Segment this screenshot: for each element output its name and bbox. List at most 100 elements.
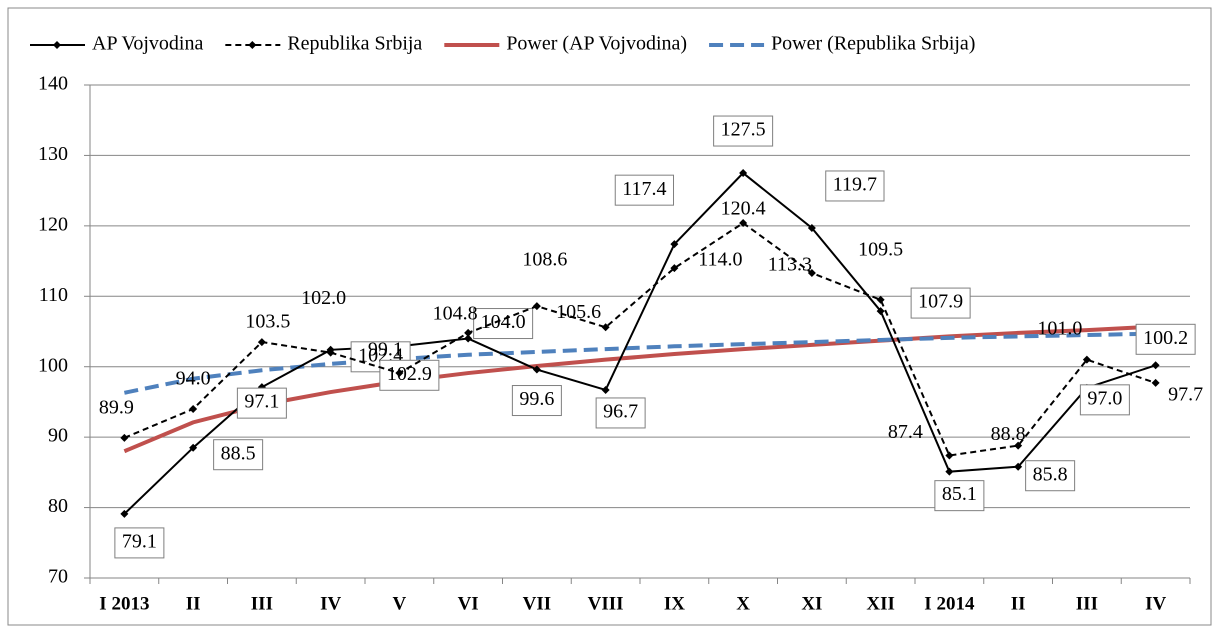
data-label-box <box>614 174 675 206</box>
data-label-box <box>1025 460 1076 492</box>
marker <box>807 269 816 278</box>
data-label: 94.0 <box>176 368 211 390</box>
data-label: 101.0 <box>1037 317 1082 339</box>
data-label-box <box>910 287 971 319</box>
x-tick-label: II <box>1011 593 1026 614</box>
x-tick-label: IV <box>320 593 341 614</box>
y-tick-label: 110 <box>39 284 68 306</box>
x-tick-label: I 2013 <box>99 593 149 614</box>
data-label: 89.9 <box>99 396 134 418</box>
data-label-box <box>114 527 165 559</box>
data-label: 117.4 <box>622 178 666 200</box>
x-tick-label: XI <box>801 593 822 614</box>
data-label: 113.3 <box>768 254 812 276</box>
marker <box>120 509 129 518</box>
x-tick-label: III <box>1076 593 1098 614</box>
marker <box>1082 355 1091 364</box>
y-tick-label: 100 <box>38 354 68 376</box>
marker <box>601 385 610 394</box>
marker <box>1151 378 1160 387</box>
x-tick-label: V <box>393 593 407 614</box>
trend-line <box>123 331 1156 395</box>
x-tick-label: VII <box>523 593 552 614</box>
legend-label: Power (AP Vojvodina) <box>506 33 687 55</box>
data-label-box <box>213 439 264 471</box>
data-label: 100.2 <box>1143 327 1188 349</box>
marker <box>257 338 266 347</box>
legend-marker <box>248 41 257 49</box>
data-label: 96.7 <box>603 401 638 423</box>
marker <box>945 451 954 460</box>
data-label-box <box>934 480 985 512</box>
data-label-box <box>511 385 562 417</box>
data-label-box <box>825 170 885 202</box>
data-label: 97.1 <box>244 391 279 413</box>
marker <box>670 240 679 249</box>
legend-label: Republika Srbija <box>287 33 422 55</box>
data-label: 120.4 <box>721 198 766 220</box>
marker <box>739 169 748 178</box>
x-tick-label: IX <box>664 593 685 614</box>
data-label-box <box>236 387 287 419</box>
x-tick-label: II <box>186 593 201 614</box>
marker <box>876 307 885 316</box>
y-tick-label: 140 <box>38 73 68 95</box>
data-label: 104.8 <box>433 303 478 325</box>
marker <box>395 369 404 378</box>
x-tick-label: XII <box>866 593 895 614</box>
data-label-box <box>1079 384 1130 416</box>
y-tick-label: 70 <box>48 566 68 588</box>
data-label: 99.6 <box>519 388 554 410</box>
data-label: 105.6 <box>556 301 601 323</box>
x-tick-label: X <box>736 593 750 614</box>
marker <box>945 467 954 476</box>
data-label-box <box>379 359 440 391</box>
marker <box>464 328 473 337</box>
trend-line <box>123 324 1156 454</box>
data-label: 85.8 <box>1033 463 1068 485</box>
data-label: 103.5 <box>245 311 290 333</box>
chart-frame <box>7 7 1212 626</box>
data-label: 88.8 <box>991 423 1026 445</box>
marker <box>120 433 129 442</box>
x-tick-label: VI <box>458 593 479 614</box>
data-label: 127.5 <box>721 119 766 141</box>
y-tick-label: 130 <box>38 143 68 165</box>
data-label: 88.5 <box>221 442 256 464</box>
data-label: 97.0 <box>1087 387 1122 409</box>
marker <box>189 443 198 452</box>
series-line <box>123 171 1156 515</box>
data-label: 87.4 <box>888 421 923 443</box>
marker <box>189 404 198 413</box>
x-tick-label: III <box>251 593 273 614</box>
marker <box>876 295 885 304</box>
data-label: 102.0 <box>301 287 346 309</box>
marker <box>670 264 679 273</box>
data-label-box <box>1135 323 1196 355</box>
x-tick-label: I 2014 <box>924 593 975 614</box>
marker <box>532 365 541 374</box>
legend-label: Power (Republika Srbija) <box>771 33 975 55</box>
legend-marker <box>53 41 61 49</box>
marker <box>601 323 610 332</box>
legend-label: AP Vojvodina <box>92 33 203 55</box>
y-tick-label: 120 <box>38 213 68 235</box>
data-label: 108.6 <box>522 249 567 271</box>
marker <box>807 223 816 232</box>
data-label: 102.9 <box>387 363 432 385</box>
data-label: 109.5 <box>858 238 903 260</box>
data-label-box <box>595 397 646 429</box>
data-label-box <box>473 308 534 340</box>
data-label: 104.0 <box>481 311 526 333</box>
data-label: 107.9 <box>918 291 963 313</box>
series-line <box>123 221 1156 457</box>
x-tick-label: VIII <box>588 593 624 614</box>
marker <box>532 302 541 311</box>
data-label: 97.7 <box>1168 384 1203 406</box>
y-tick-label: 80 <box>48 495 68 517</box>
data-label: 114.0 <box>698 249 742 271</box>
data-label: 99.1 <box>368 339 403 361</box>
marker <box>326 348 335 357</box>
data-label: 85.1 <box>942 483 977 505</box>
data-label: 79.1 <box>122 531 157 553</box>
